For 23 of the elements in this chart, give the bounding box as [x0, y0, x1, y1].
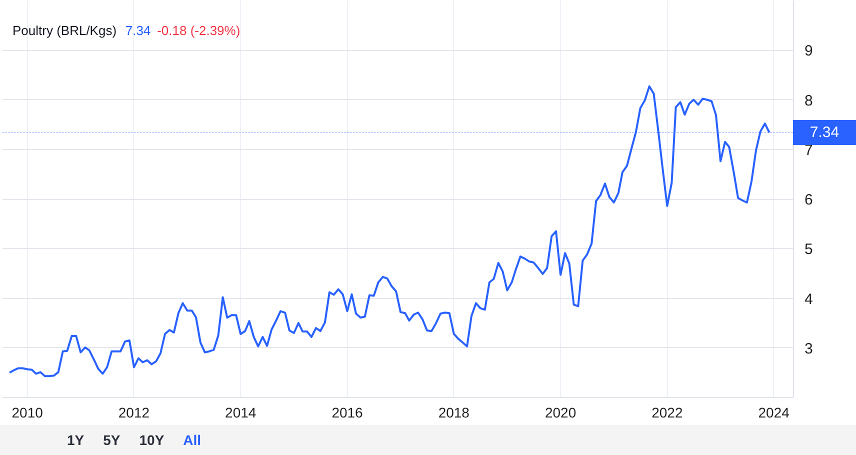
text: 10Y: [139, 432, 164, 448]
y-tick-label: 4: [804, 290, 813, 308]
y-tick-label: 5: [804, 241, 813, 258]
y-tick-label: 6: [804, 192, 813, 208]
text: 1Y: [67, 432, 84, 448]
y-tick-label: 9: [804, 42, 813, 60]
x-tick-label: 2016: [332, 404, 364, 420]
x-tick-label: 2010: [12, 404, 44, 420]
x-tick-label: 2018: [438, 404, 470, 420]
y-tick-label: 8: [804, 92, 813, 110]
x-tick-label: 2020: [544, 404, 576, 420]
x-tick-label: 2012: [118, 404, 150, 420]
text: Poultry (BRL/Kgs): [12, 23, 117, 38]
y-tick-label: 3: [804, 340, 813, 358]
annotation: -0.18 (-2.39%): [157, 23, 240, 38]
ref-line-label: 7.34: [810, 124, 840, 140]
text: 5Y: [103, 432, 120, 448]
text: All: [183, 432, 202, 448]
annotation: 7.34: [125, 23, 151, 38]
x-tick-label: 2022: [652, 404, 683, 420]
x-tick-label: 2024: [758, 404, 790, 420]
x-tick-label: 2014: [225, 404, 256, 420]
line-series: [8, 85, 770, 378]
